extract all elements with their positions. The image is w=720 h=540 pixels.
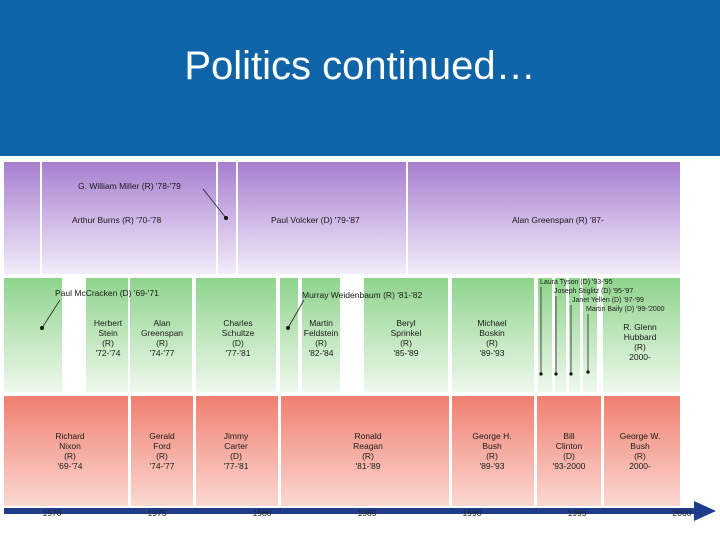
pres-label-ford: Gerald Ford (R) '74-'77 [149, 431, 175, 471]
axis-tick-1970: 1970 [42, 508, 62, 518]
cea-label-yellen: Janet Yellen (D) '97-'99 [572, 297, 644, 304]
cea-label-feldstein: Martin Feldstein (R) '82-'84 [303, 318, 339, 358]
pres-label-bush43: George W. Bush (R) 2000- [619, 431, 661, 471]
cea-label-tyson: Laura Tyson (D) '93-'95 [540, 279, 613, 286]
cea-label-stein: Herbert Stein (R) '72-'74 [93, 318, 123, 358]
fed-band [4, 162, 680, 274]
fed-label-volcker: Paul Volcker (D) '79-'87 [271, 215, 360, 225]
pres-segment-clinton [537, 396, 601, 506]
cea-label-greenspan: Alan Greenspan (R) '74-'77 [140, 318, 184, 358]
pres-label-clinton: Bill Clinton (D) '93-2000 [552, 431, 586, 471]
pres-segment-reagan [281, 396, 449, 506]
pres-segment-carter [196, 396, 278, 506]
axis-tick-1990: 1990 [462, 508, 482, 518]
leader-lines [41, 188, 589, 374]
cea-label-mccracken: Paul McCracken (D) '69-'71 [55, 288, 159, 298]
fed-segment-early [4, 162, 40, 274]
cea-segment-stiglitz [555, 278, 566, 392]
pres-segment-nixon [4, 396, 128, 506]
axis-arrow-icon [694, 501, 716, 521]
cea-segment-feldstein [302, 278, 340, 392]
pres-label-bush41: George H. Bush (R) '89-'93 [472, 431, 512, 471]
fed-segment-greenspan [408, 162, 680, 274]
leader-dots [40, 216, 590, 376]
cea-segment-sprinkel [364, 278, 448, 392]
cea-band [4, 278, 680, 392]
slide-header [0, 0, 720, 156]
pres-label-carter: Jimmy Carter (D) '77-'81 [223, 431, 249, 471]
cea-segment-stein [86, 278, 128, 392]
cea-label-stiglitz: Joseph Stiglitz (D) '95-'97 [554, 288, 634, 295]
president-band [4, 396, 680, 506]
slide-title: Politics continued… [184, 44, 536, 88]
pres-segment-bush41 [452, 396, 534, 506]
cea-label-schultze: Charles Schultze (D) '77-'81 [221, 318, 255, 358]
timeline-graphic [4, 162, 716, 521]
fed-label-miller: G. William Miller (R) '78-'79 [78, 181, 181, 191]
fed-label-burns: Arthur Burns (R) '70-'78 [72, 215, 162, 225]
cea-label-boskin: Michael Boskin (R) '89-'93 [477, 318, 507, 358]
cea-segment-boskin [452, 278, 534, 392]
axis-tick-1975: 1975 [147, 508, 167, 518]
cea-segment-greenspan [130, 278, 192, 392]
cea-segment-mccracken [4, 278, 62, 392]
time-axis [4, 501, 716, 521]
cea-segment-yellen [569, 278, 580, 392]
fed-label-greenspan: Alan Greenspan (R) '87- [512, 215, 604, 225]
pres-segment-bush43 [604, 396, 680, 506]
axis-tick-1995: 1995 [567, 508, 587, 518]
timeline-diagram: G. William Miller (R) '78-'79 Arthur Bur… [0, 160, 720, 540]
pres-label-nixon: Richard Nixon (R) '69-'74 [55, 431, 85, 471]
axis-tick-1985: 1985 [357, 508, 377, 518]
cea-label-sprinkel: Beryl Sprinkel (R) '85-'89 [390, 318, 422, 358]
cea-segment-tyson [538, 278, 552, 392]
cea-label-weidenbaum: Murray Weidenbaum (R) '81-'82 [302, 290, 423, 300]
cea-label-hubbard: R. Glenn Hubbard (R) 2000- [623, 322, 657, 362]
cea-segment-baily [583, 278, 597, 392]
cea-segment-hubbard [603, 278, 680, 392]
axis-tick-1980: 1980 [252, 508, 272, 518]
fed-segment-volcker [238, 162, 406, 274]
pres-segment-ford [131, 396, 193, 506]
cea-segment-schultze [196, 278, 276, 392]
cea-label-baily: Martin Baily (D) '99-'2000 [586, 306, 665, 313]
pres-label-reagan: Ronald Reagan (R) '81-'89 [353, 431, 383, 471]
axis-tick-2000: 2000 [672, 508, 692, 518]
cea-segment-weidenbaum [280, 278, 298, 392]
